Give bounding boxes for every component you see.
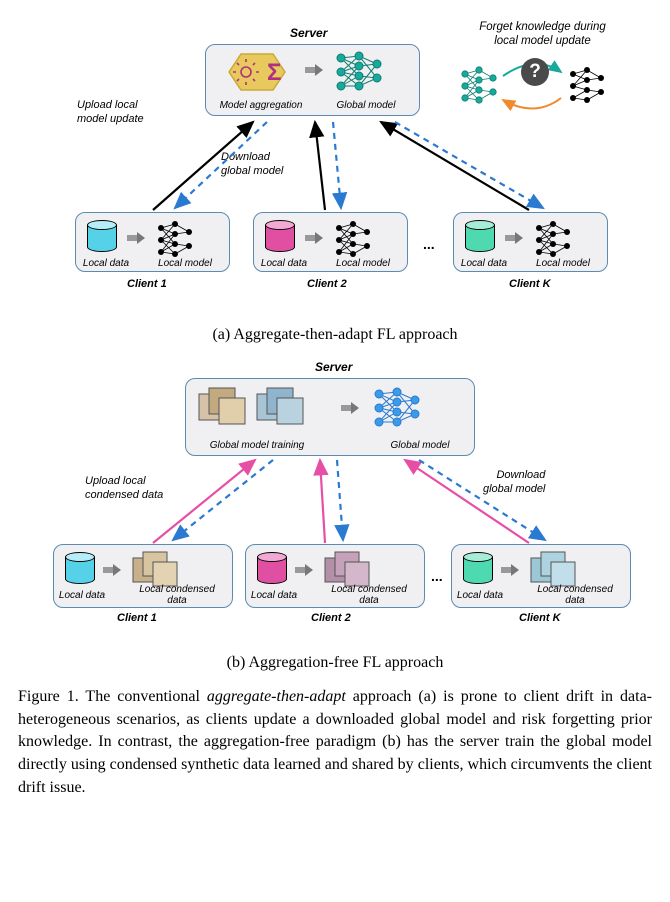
- client1-db-icon: [87, 220, 117, 250]
- arrow-icon: [295, 564, 313, 576]
- upload-text-b: Upload local condensed data: [85, 474, 163, 503]
- server-label-b: Server: [315, 360, 352, 374]
- arrow-icon: [305, 232, 323, 244]
- cap-italic: aggregate-then-adapt: [207, 688, 346, 705]
- arrow-icon: [103, 564, 121, 576]
- clientk-net-icon: [531, 218, 591, 258]
- server-label: Server: [290, 26, 327, 40]
- ckb-cond: Local condensed data: [527, 584, 623, 606]
- client1-model-label: Local model: [149, 258, 221, 269]
- clientk-model-label: Local model: [527, 258, 599, 269]
- upload-text: Upload local model update: [77, 98, 144, 127]
- global-label-b: Global model: [381, 440, 459, 451]
- c1b-cap: Client 1: [117, 612, 157, 624]
- client1-caption: Client 1: [127, 278, 167, 290]
- download-text-b: Download global model: [483, 468, 545, 497]
- client2-db-icon: [265, 220, 295, 250]
- subfigure-a: Server Forget knowledge during local mod…: [18, 20, 652, 344]
- arrow-icon: [505, 232, 523, 244]
- client1b-db-icon: [65, 552, 95, 582]
- client1-data-label: Local data: [77, 258, 135, 269]
- c2b-cap: Client 2: [311, 612, 351, 624]
- arrow-icon: [501, 564, 519, 576]
- aggregation-icon: Σ: [217, 50, 297, 94]
- dots-b: ...: [431, 568, 443, 584]
- image-stack-icon: [195, 384, 335, 440]
- train-label: Global model training: [197, 440, 317, 451]
- c1b-cond: Local condensed data: [129, 584, 225, 606]
- global-label: Global model: [327, 100, 405, 111]
- client2-data-label: Local data: [255, 258, 313, 269]
- svg-text:Σ: Σ: [267, 59, 281, 86]
- c2b-data: Local data: [245, 590, 303, 601]
- forget-text: Forget knowledge during local model upda…: [455, 20, 630, 49]
- clientkb-db-icon: [463, 552, 493, 582]
- client1-net-icon: [153, 218, 213, 258]
- client2-caption: Client 2: [307, 278, 347, 290]
- arrow-icon: [341, 402, 359, 414]
- subcaption-b: (b) Aggregation-free FL approach: [18, 654, 652, 672]
- c2b-cond: Local condensed data: [321, 584, 417, 606]
- diagram-b: Server: [35, 358, 635, 648]
- agg-label: Model aggregation: [213, 100, 309, 111]
- question-icon: ?: [521, 58, 549, 86]
- ckb-cap: Client K: [519, 612, 561, 624]
- client2b-db-icon: [257, 552, 287, 582]
- global-net-icon: [333, 48, 393, 96]
- clientk-data-label: Local data: [455, 258, 513, 269]
- ckb-data: Local data: [451, 590, 509, 601]
- fignum: Figure 1.: [18, 688, 79, 705]
- dots: ...: [423, 236, 435, 252]
- diagram-a: Server Forget knowledge during local mod…: [35, 20, 635, 320]
- subcaption-a: (a) Aggregate-then-adapt FL approach: [18, 326, 652, 344]
- figure-1: Server Forget knowledge during local mod…: [18, 20, 652, 800]
- clientk-db-icon: [465, 220, 495, 250]
- arrow-icon: [305, 64, 323, 76]
- subfigure-b: Server: [18, 358, 652, 672]
- client2-model-label: Local model: [327, 258, 399, 269]
- figure-caption: Figure 1. The conventional aggregate-the…: [18, 686, 652, 800]
- cap-h: The conventional: [79, 688, 207, 705]
- download-text: Download global model: [221, 150, 283, 179]
- global-net-b-icon: [369, 384, 439, 436]
- clientk-caption: Client K: [509, 278, 551, 290]
- c1b-data: Local data: [53, 590, 111, 601]
- client2-net-icon: [331, 218, 391, 258]
- arrow-icon: [127, 232, 145, 244]
